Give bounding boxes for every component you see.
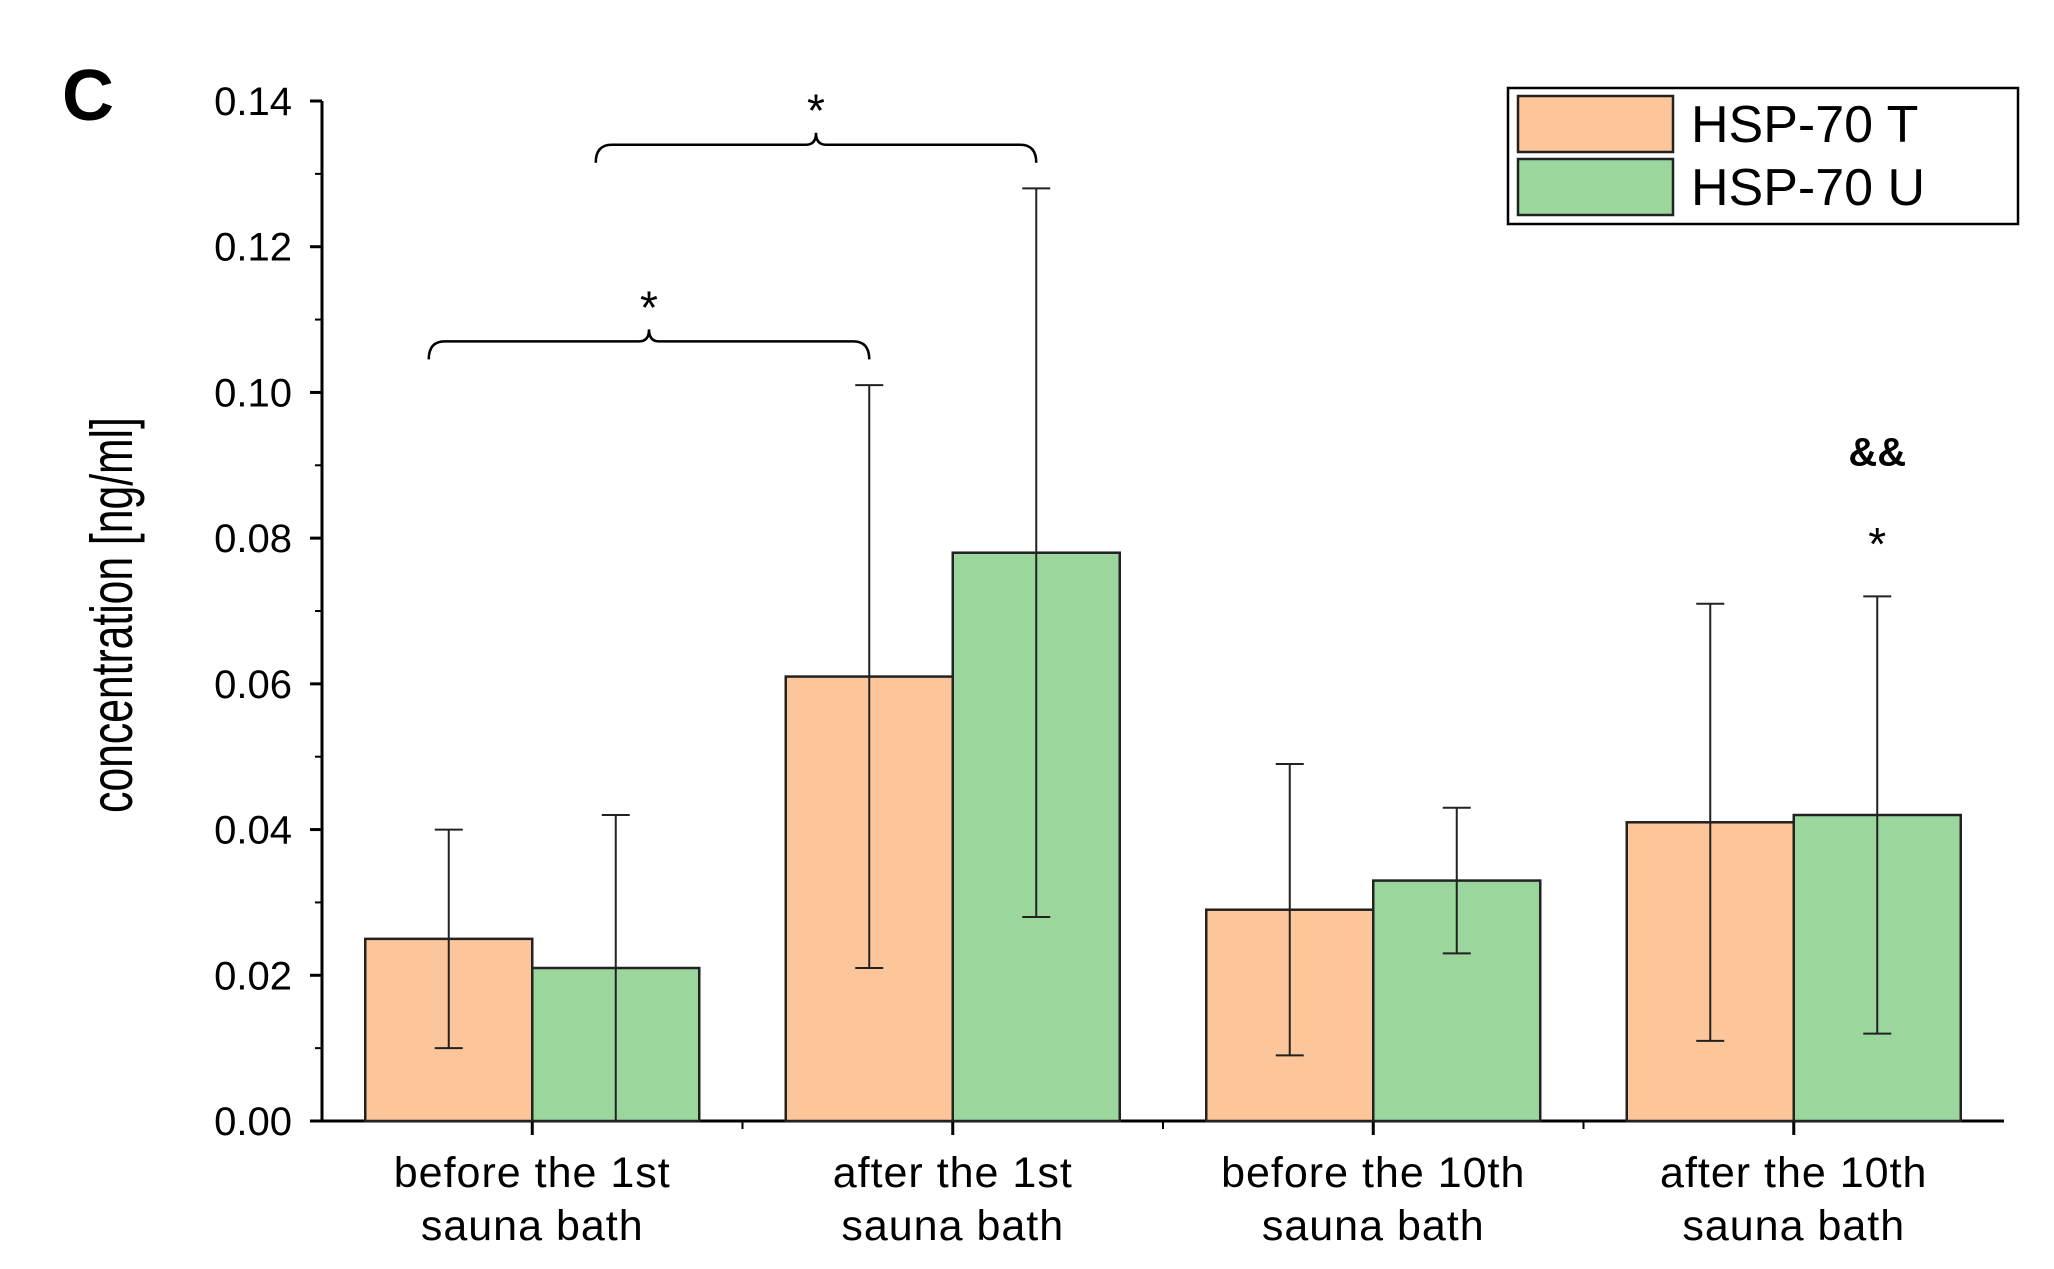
y-tick-label: 0.12 [214, 226, 292, 270]
significance-annotations: * * * && [427, 85, 1906, 570]
significance-marker: * [1868, 518, 1886, 570]
y-tick-label: 0.08 [214, 517, 292, 561]
error-bars [434, 187, 1892, 1121]
x-tick-label: before the 10th [1221, 1149, 1525, 1197]
x-tick-label: after the 10th [1660, 1149, 1927, 1197]
x-tick-label: sauna bath [1682, 1202, 1905, 1250]
significance-marker: && [1848, 430, 1906, 474]
y-tick-label: 0.14 [214, 80, 292, 124]
x-tick-label: sauna bath [1262, 1202, 1485, 1250]
legend-swatch [1516, 157, 1675, 217]
y-tick-label: 0.06 [214, 663, 292, 707]
y-tick-label: 0.02 [214, 954, 292, 998]
legend-label: HSP-70 U [1691, 159, 1925, 217]
significance-bracket [594, 132, 1038, 163]
significance-bracket [427, 329, 871, 360]
significance-marker: * [640, 281, 658, 333]
x-tick-label: after the 1st [833, 1149, 1073, 1197]
panel-letter: C [62, 56, 114, 136]
bars [364, 551, 1962, 1123]
y-tick-label: 0.10 [214, 371, 292, 415]
y-tick-label: 0.04 [214, 809, 292, 853]
legend-label: HSP-70 T [1691, 96, 1918, 154]
y-axis-label: concentration [ng/ml] [79, 417, 146, 813]
legend-swatch [1516, 94, 1675, 154]
y-tick-label: 0.00 [214, 1100, 292, 1144]
x-tick-label: before the 1st [394, 1149, 671, 1197]
significance-marker: * [807, 85, 825, 137]
x-tick-label: sauna bath [841, 1202, 1064, 1250]
x-tick-label: sauna bath [421, 1202, 644, 1250]
axes: 0.00 0.02 0.04 0.06 0.08 0.10 0.12 0.14 before t… [214, 80, 2004, 1250]
